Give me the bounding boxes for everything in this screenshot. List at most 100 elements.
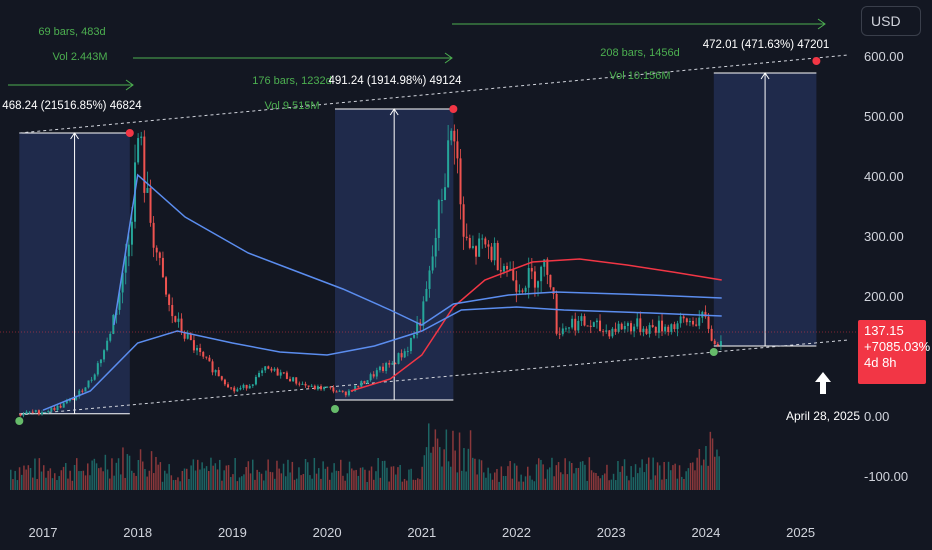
volume-bar <box>513 463 516 490</box>
volume-bar <box>87 463 89 490</box>
volume-bar <box>10 469 12 490</box>
candle-body <box>422 301 425 326</box>
volume-bar <box>454 450 456 490</box>
volume-bar <box>478 459 481 490</box>
candle-body <box>651 325 654 327</box>
candle-body <box>65 400 68 404</box>
currency-button[interactable]: USD <box>861 6 921 36</box>
volume-bar <box>166 473 168 490</box>
candle-body <box>437 200 440 238</box>
time-axis-tick: 2025 <box>786 525 815 540</box>
volume-bar <box>654 475 657 490</box>
measure-arrow-head <box>760 72 770 80</box>
candle-body <box>78 390 81 397</box>
candle-body <box>636 318 639 327</box>
price-axis-tick: 600.00 <box>864 49 904 64</box>
volume-bar <box>395 474 397 490</box>
volume-bar <box>436 438 439 490</box>
target-date-label: April 28, 2025 <box>786 409 860 423</box>
candle-body <box>580 316 583 321</box>
candle-body <box>713 340 716 344</box>
volume-bar <box>170 475 173 490</box>
bottom-marker <box>709 348 718 356</box>
candle-body <box>571 318 574 328</box>
candle-body <box>165 277 168 295</box>
candle-body <box>444 187 447 200</box>
volume-bar <box>687 468 690 490</box>
candle-body <box>664 326 667 332</box>
measure-2024-change: 472.01 (471.63%) 47201 <box>703 39 830 51</box>
volume-bar <box>65 463 67 490</box>
volume-bar <box>124 477 126 490</box>
candle-body <box>155 247 158 253</box>
volume-bar <box>364 469 366 490</box>
candle-body <box>214 370 217 373</box>
candle-body <box>62 403 65 408</box>
volume-bar <box>694 470 696 490</box>
volume-bar <box>461 470 463 490</box>
volume-bar <box>291 461 294 490</box>
candle-body <box>434 237 437 257</box>
candle-body <box>537 281 540 288</box>
candle-body <box>56 405 59 410</box>
volume-bar <box>397 467 399 490</box>
candle-body <box>670 324 673 332</box>
volume-bar <box>604 473 606 490</box>
volume-bar <box>698 449 701 490</box>
price-axis-tick: 400.00 <box>864 169 904 184</box>
volume-bar <box>601 475 604 490</box>
volume-bar <box>265 470 267 490</box>
candle-body <box>667 326 670 332</box>
candle-body <box>639 318 642 332</box>
volume-bar <box>159 462 162 490</box>
volume-bar <box>681 476 683 490</box>
volume-bar <box>148 470 151 490</box>
volume-bar <box>232 474 234 490</box>
time-axis-tick: 2019 <box>218 525 247 540</box>
volume-bar <box>496 469 498 490</box>
volume-bar <box>287 459 289 490</box>
candle-body <box>363 381 366 384</box>
volume-bar <box>403 478 406 490</box>
candle-body <box>282 372 285 374</box>
volume-bar <box>135 475 137 490</box>
volume-bar <box>357 475 360 490</box>
volume-bar <box>302 473 305 490</box>
candle-body <box>648 325 651 334</box>
peak-marker <box>449 105 458 113</box>
candle-body <box>605 330 608 332</box>
volume-bar <box>595 472 597 490</box>
volume-bar <box>142 461 144 490</box>
candle-body <box>524 287 527 292</box>
volume-bar <box>346 473 349 490</box>
candle-body <box>564 328 567 330</box>
volume-bar <box>249 473 252 490</box>
candle-body <box>273 368 276 371</box>
candle-body <box>549 274 552 288</box>
volume-bar <box>463 448 465 490</box>
volume-bar <box>474 458 476 490</box>
bottom-marker <box>15 417 24 425</box>
candle-body <box>626 323 629 326</box>
candle-body <box>344 391 347 396</box>
volume-bar <box>12 479 14 490</box>
volume-bar <box>406 480 408 490</box>
candle-body <box>127 244 130 257</box>
candle-body <box>533 271 536 288</box>
volume-bar <box>293 479 296 490</box>
candle-body <box>37 410 40 415</box>
volume-bar <box>353 470 355 490</box>
target-arrow-icon <box>815 372 831 394</box>
candle-body <box>236 389 239 392</box>
volume-bar <box>133 472 135 490</box>
volume-bar <box>674 463 676 490</box>
candle-body <box>682 316 685 319</box>
volume-bar <box>205 466 208 490</box>
candle-body <box>385 363 388 371</box>
candle-body <box>527 268 530 288</box>
candle-body <box>456 141 459 159</box>
volume-bar <box>419 479 421 490</box>
candle-body <box>614 328 617 332</box>
